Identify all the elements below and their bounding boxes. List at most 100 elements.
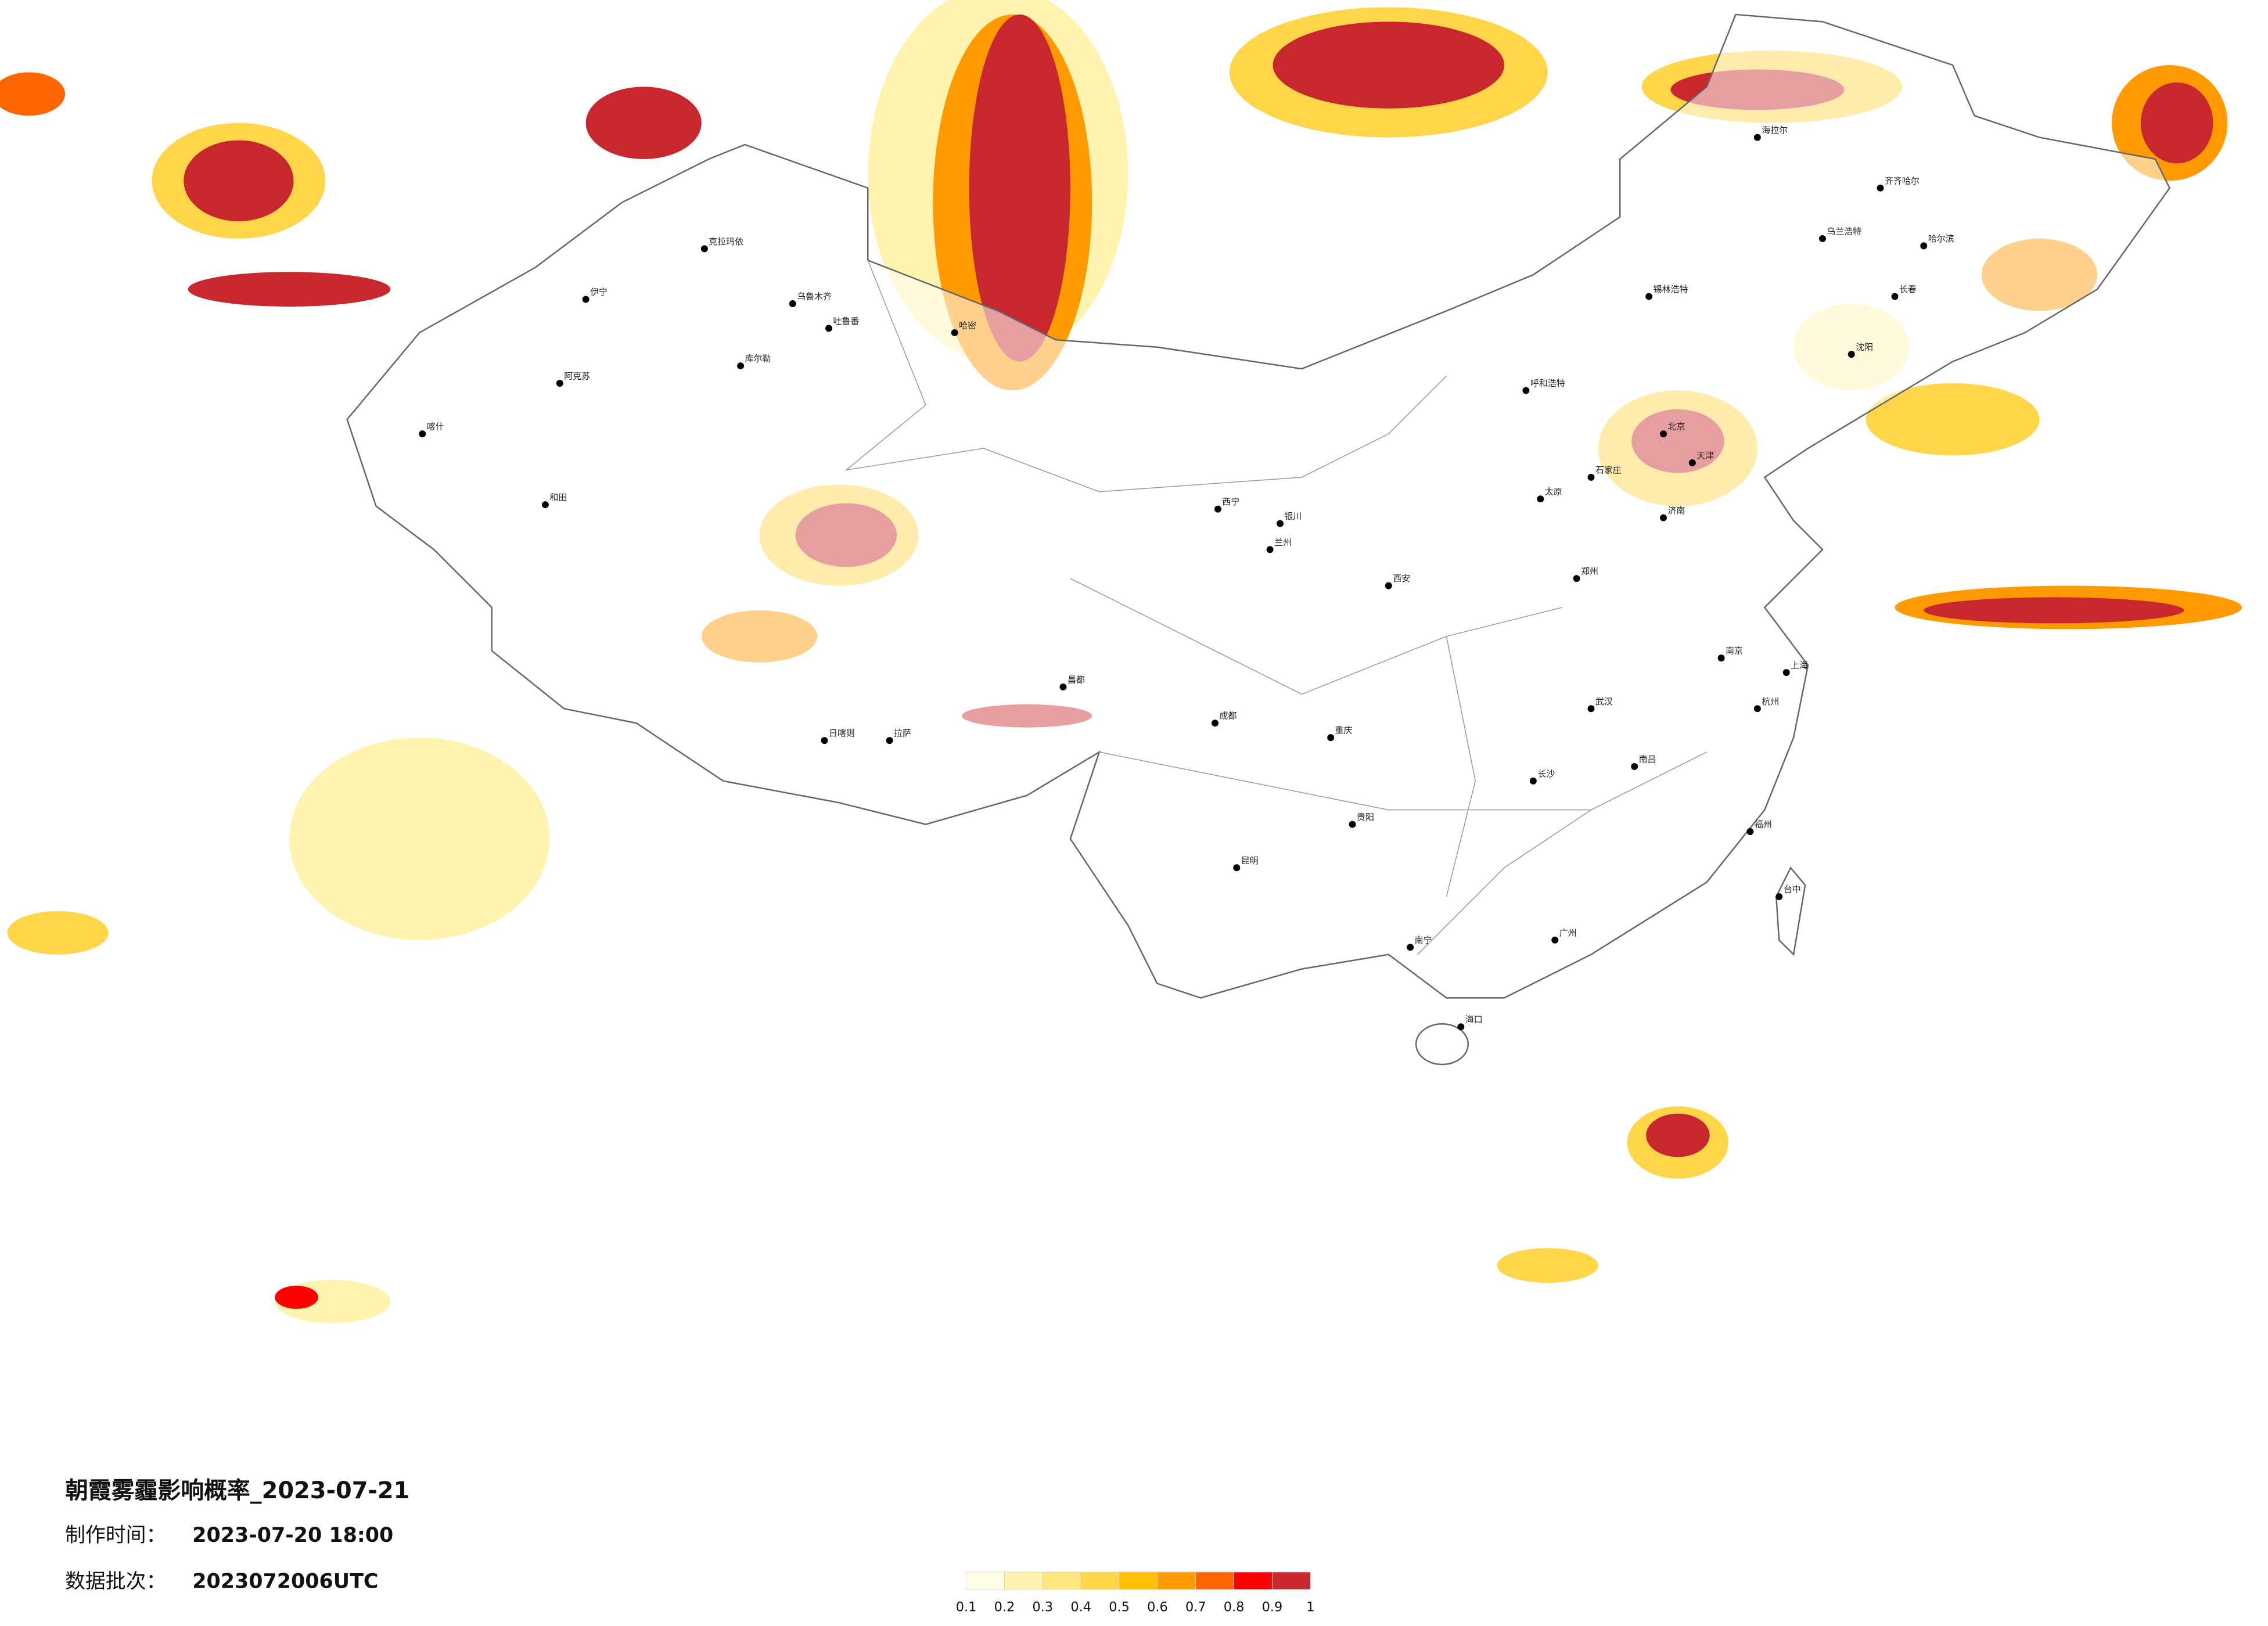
city-label: 齐齐哈尔 [1885,175,1920,186]
city-dot [1848,351,1855,358]
city-label: 济南 [1667,505,1685,516]
legend-tick-label: 0.9 [1262,1599,1283,1614]
city-label: 日喀则 [829,728,855,739]
batch: 2023072006UTC [192,1570,378,1593]
legend-tick-label: 0.8 [1224,1599,1245,1614]
legend-tick-label: 0.1 [956,1599,977,1614]
legend-tick-label: 0.3 [1033,1599,1054,1614]
map-title: 朝霞雾霾影响概率_2023-07-21 [65,1477,409,1504]
city-dot [556,379,563,387]
city-label: 天津 [1696,450,1714,461]
city-label: 兰州 [1274,537,1292,548]
city-dot [1587,705,1595,713]
legend-swatch [966,1571,1005,1590]
city-label: 海口 [1465,1015,1483,1025]
city-label: 拉萨 [894,728,911,739]
city-label: 沈阳 [1856,342,1873,352]
city-label: 乌鲁木齐 [797,292,832,302]
legend-swatch [1234,1571,1273,1590]
city-label: 重庆 [1335,725,1353,736]
city-dot [1660,430,1667,438]
city-label: 长春 [1899,284,1917,294]
city-dot [789,300,796,307]
legend-tick-label: 0.6 [1147,1599,1168,1614]
city-label: 西安 [1393,573,1410,584]
city-label: 南宁 [1415,935,1432,945]
city-label: 乌兰浩特 [1827,226,1861,236]
city-dot [1385,582,1392,589]
city-dot [1818,235,1826,242]
city-label: 昆明 [1241,855,1259,866]
city-label: 太原 [1545,487,1562,497]
city-label: 喀什 [427,422,444,432]
city-label: 杭州 [1762,696,1779,707]
legend-swatch [1004,1571,1043,1590]
city-dot [700,245,708,253]
city-dot [541,501,549,509]
city-dot [1214,505,1221,513]
city-dot [1660,514,1667,521]
city-dot [1211,720,1219,727]
city-label: 阿克苏 [564,370,590,381]
taiwan-outline [1775,866,1806,956]
city-dot [1573,575,1580,582]
made-label: 制作时间： [65,1524,166,1547]
city-label: 克拉玛依 [709,236,743,247]
city-dot [1537,495,1544,503]
legend-tick-label: 0.2 [994,1599,1015,1614]
batch-label: 数据批次： [65,1570,166,1593]
city-label: 台中 [1784,884,1801,895]
city-label: 银川 [1285,511,1302,521]
city-label: 南京 [1726,646,1743,656]
city-dot [1587,473,1595,481]
city-label: 郑州 [1581,566,1598,577]
province-borders [844,260,1708,955]
city-label: 和田 [549,492,567,503]
city-label: 武汉 [1595,696,1613,707]
city-dot [1753,134,1761,141]
city-label: 贵阳 [1357,812,1374,822]
city-label: 上海 [1791,660,1808,671]
legend-swatch [1119,1571,1158,1590]
city-label: 呼和浩特 [1530,378,1565,388]
legend-tick-label: 0.5 [1109,1599,1130,1614]
city-label: 南昌 [1639,754,1656,764]
legend-swatch [1272,1571,1311,1590]
legend-tick-label: 0.4 [1070,1599,1091,1614]
city-dot [1327,734,1335,742]
city-label: 哈密 [959,320,976,330]
city-label: 福州 [1755,819,1772,830]
city-label: 伊宁 [590,287,608,297]
city-dot [1717,654,1725,662]
legend-swatch [1042,1571,1081,1590]
city-dot [737,362,745,370]
city-dot [1775,893,1783,901]
city-dot [582,296,590,303]
legend-tick-label: 0.7 [1185,1599,1206,1614]
city-dot [1920,242,1928,250]
country-outline [346,13,2171,999]
city-label: 吐鲁番 [833,316,859,326]
city-dot [1782,669,1790,677]
city-dot [1529,777,1537,785]
city-dot [1645,293,1653,300]
legend-swatch [1157,1571,1196,1590]
city-dot [951,329,958,336]
legend-swatch [1080,1571,1120,1590]
city-label: 成都 [1219,711,1237,721]
city-label: 库尔勒 [745,354,771,364]
city-dot [1407,944,1414,951]
city-label: 昌都 [1067,674,1085,685]
city-label: 北京 [1667,422,1685,432]
city-dot [1891,293,1899,300]
city-dot [1233,864,1241,872]
city-dot [825,325,832,332]
city-dot [886,737,893,744]
city-dot [419,430,426,438]
city-label: 海拉尔 [1762,125,1788,135]
city-label: 广州 [1559,927,1577,938]
city-dot [1277,520,1284,527]
city-dot [1457,1023,1465,1031]
